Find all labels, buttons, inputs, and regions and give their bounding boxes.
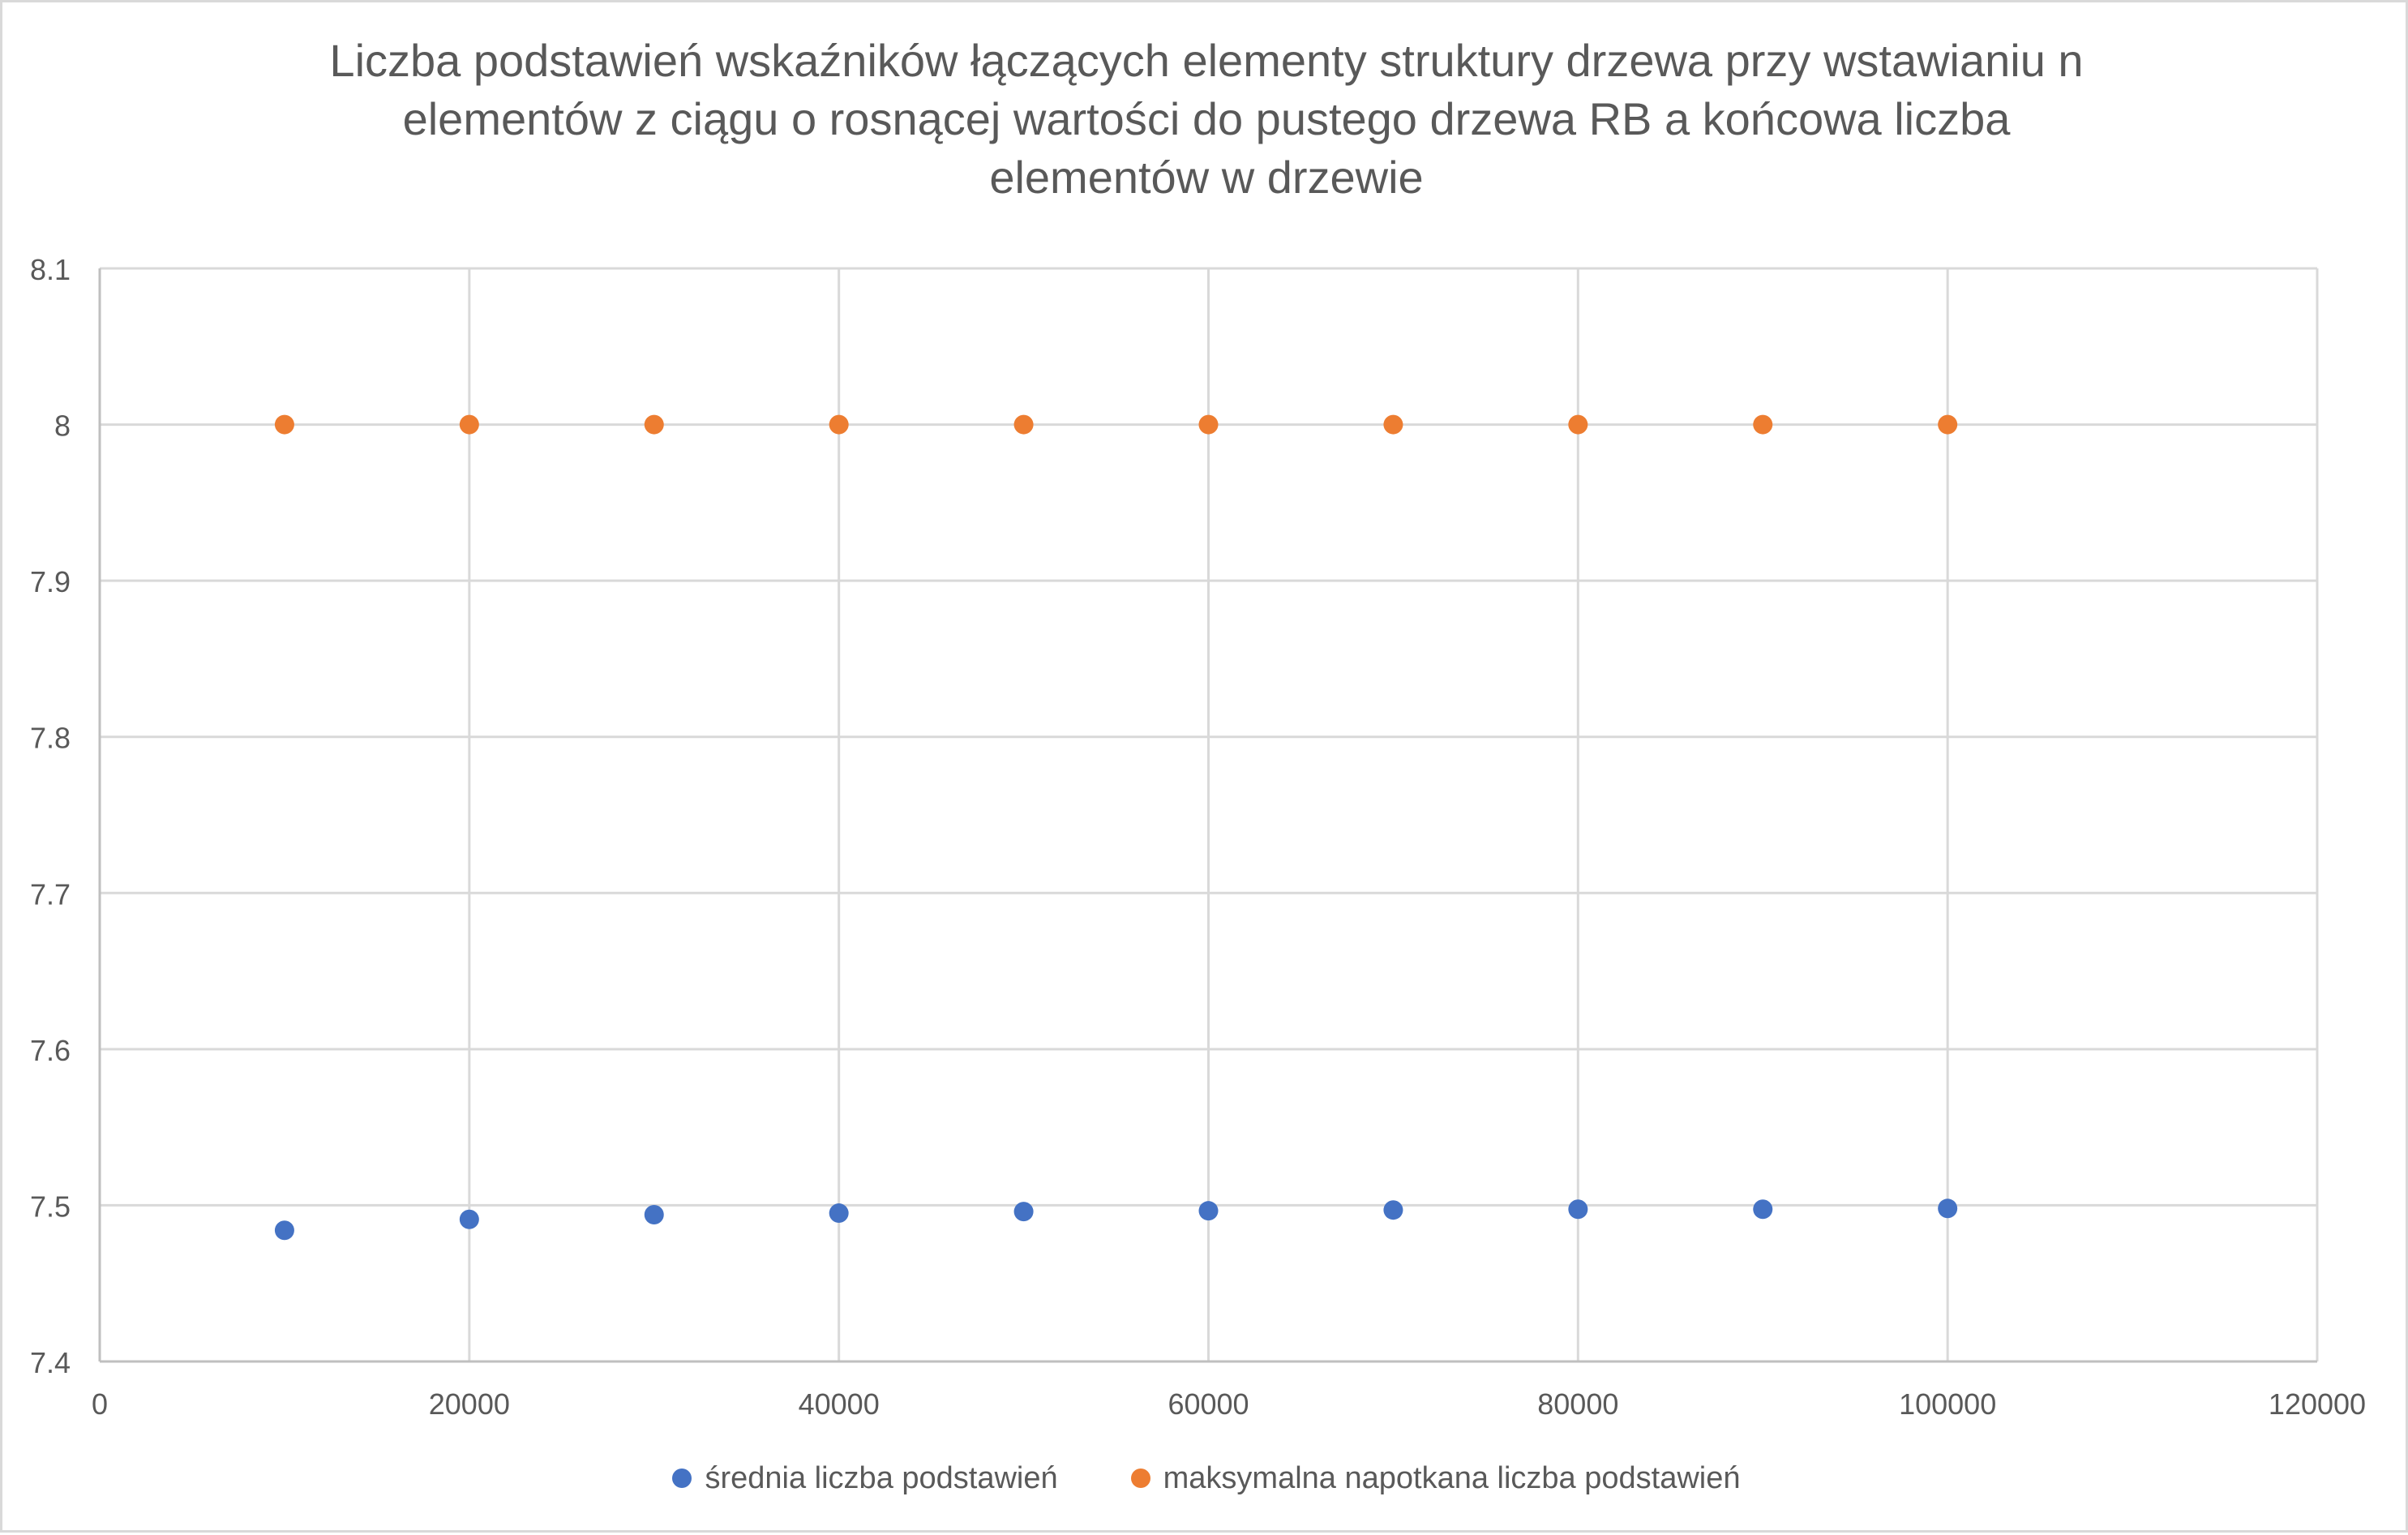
data-point — [644, 414, 664, 435]
y-tick-label: 7.9 — [30, 565, 71, 598]
data-point — [829, 414, 849, 435]
legend-label: średnia liczba podstawień — [705, 1460, 1058, 1495]
data-point — [829, 1203, 849, 1224]
x-tick-label: 0 — [92, 1387, 108, 1421]
data-point — [1198, 414, 1219, 435]
y-tick-label: 7.4 — [30, 1346, 71, 1379]
series-2 — [274, 414, 1958, 435]
x-tick-label: 100000 — [1899, 1387, 1996, 1421]
data-point — [1198, 1201, 1219, 1221]
x-tick-label: 120000 — [2269, 1387, 2366, 1421]
tick-labels: 7.4 7.5 7.6 7.7 7.8 7.9 8 8.1 0 20000 40000 60000 80… — [30, 253, 2366, 1421]
chart-title-line-3: elementów w drzewie — [989, 152, 1424, 203]
legend-entry-2: maksymalna napotkana liczba podstawień — [1130, 1460, 1741, 1496]
y-tick-label: 8.1 — [30, 253, 71, 286]
data-point — [644, 1204, 664, 1224]
data-point — [1568, 1199, 1588, 1220]
chart-title: Liczba podstawień wskaźników łączących e… — [152, 32, 2260, 207]
x-tick-label: 20000 — [429, 1387, 510, 1421]
axes — [98, 268, 2317, 1363]
legend-entry-1: średnia liczba podstawień — [672, 1460, 1058, 1496]
x-tick-label: 60000 — [1168, 1387, 1249, 1421]
legend-label: maksymalna napotkana liczba podstawień — [1163, 1460, 1741, 1495]
legend-marker — [1130, 1469, 1150, 1488]
y-tick-label: 7.6 — [30, 1034, 71, 1067]
x-tick-label: 40000 — [799, 1387, 880, 1421]
data-point — [1568, 414, 1588, 435]
data-point — [1753, 414, 1773, 435]
y-tick-label: 8 — [54, 409, 71, 443]
data-points — [274, 414, 1958, 1241]
legend-marker — [672, 1469, 692, 1488]
data-point — [1753, 1199, 1773, 1220]
data-point — [274, 414, 294, 435]
series-1 — [274, 1198, 1958, 1241]
data-point — [274, 1220, 294, 1241]
chart-title-line-2: elementów z ciągu o rosnącej wartości do… — [402, 93, 2011, 144]
data-point — [1383, 1200, 1403, 1220]
data-point — [459, 1209, 479, 1229]
data-point — [1013, 414, 1034, 435]
data-point — [1383, 414, 1403, 435]
data-point — [1938, 1198, 1958, 1219]
y-tick-label: 7.7 — [30, 877, 71, 911]
legend: średnia liczba podstawień maksymalna napo… — [2, 1454, 2408, 1503]
y-tick-label: 7.8 — [30, 722, 71, 755]
chart-title-line-1: Liczba podstawień wskaźników łączących e… — [329, 35, 2084, 86]
data-point — [459, 414, 479, 435]
data-point — [1013, 1202, 1034, 1222]
data-point — [1938, 414, 1958, 435]
y-tick-label: 7.5 — [30, 1190, 71, 1223]
x-tick-label: 80000 — [1537, 1387, 1618, 1421]
